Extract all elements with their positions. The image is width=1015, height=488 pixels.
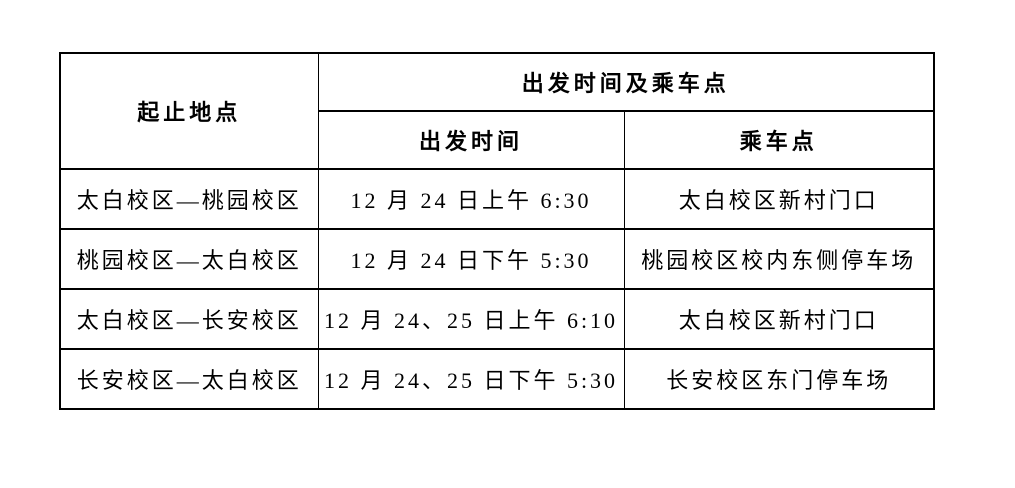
route-cell: 长安校区—太白校区 xyxy=(59,348,319,410)
header-cell-pickup-point: 乘车点 xyxy=(623,110,935,170)
table-row: 太白校区—长安校区 12 月 24、25 日上午 6:10 太白校区新村门口 xyxy=(59,288,935,350)
header-cell-route: 起止地点 xyxy=(59,52,319,170)
time-cell: 12 月 24、25 日上午 6:10 xyxy=(317,288,625,350)
table-row: 长安校区—太白校区 12 月 24、25 日下午 5:30 长安校区东门停车场 xyxy=(59,348,935,410)
bus-schedule-table: 起止地点 出发时间及乘车点 出发时间 乘车点 太白校区—桃园校区 12 月 24… xyxy=(59,52,936,410)
pickup-cell: 太白校区新村门口 xyxy=(623,168,935,230)
table-row: 桃园校区—太白校区 12 月 24 日下午 5:30 桃园校区校内东侧停车场 xyxy=(59,228,935,290)
pickup-cell: 太白校区新村门口 xyxy=(623,288,935,350)
header-cell-time-and-pickup-group: 出发时间及乘车点 xyxy=(317,52,935,112)
time-cell: 12 月 24 日下午 5:30 xyxy=(317,228,625,290)
time-cell: 12 月 24、25 日下午 5:30 xyxy=(317,348,625,410)
route-cell: 太白校区—桃园校区 xyxy=(59,168,319,230)
pickup-cell: 桃园校区校内东侧停车场 xyxy=(623,228,935,290)
header-row-2: 出发时间 乘车点 xyxy=(60,110,935,170)
route-cell: 太白校区—长安校区 xyxy=(59,288,319,350)
header-cell-departure-time: 出发时间 xyxy=(317,110,625,170)
table-row: 太白校区—桃园校区 12 月 24 日上午 6:30 太白校区新村门口 xyxy=(59,168,935,230)
pickup-cell: 长安校区东门停车场 xyxy=(623,348,935,410)
header-row-1: 起止地点 出发时间及乘车点 xyxy=(59,52,935,170)
route-cell: 桃园校区—太白校区 xyxy=(59,228,319,290)
time-cell: 12 月 24 日上午 6:30 xyxy=(317,168,625,230)
